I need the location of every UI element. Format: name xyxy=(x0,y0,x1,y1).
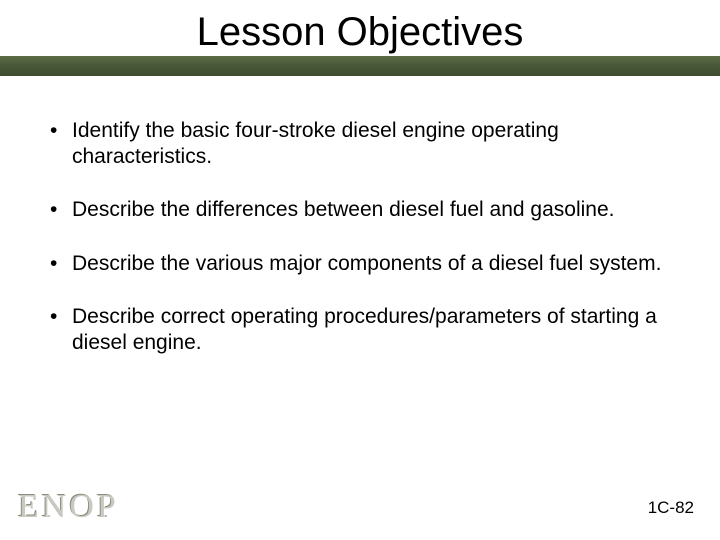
objective-text: Describe correct operating procedures/pa… xyxy=(72,305,657,354)
title-accent-bar xyxy=(0,56,720,76)
list-item: Identify the basic four-stroke diesel en… xyxy=(48,118,672,169)
footer-logo: ENOP xyxy=(18,488,119,526)
objective-text: Describe the differences between diesel … xyxy=(72,198,614,221)
slide-header: Lesson Objectives xyxy=(0,0,720,90)
objective-text: Describe the various major components of… xyxy=(72,252,661,275)
list-item: Describe the various major components of… xyxy=(48,251,672,277)
objectives-list: Identify the basic four-stroke diesel en… xyxy=(48,118,672,356)
list-item: Describe the differences between diesel … xyxy=(48,197,672,223)
objective-text: Identify the basic four-stroke diesel en… xyxy=(72,119,559,168)
slide-body: Identify the basic four-stroke diesel en… xyxy=(0,90,720,356)
slide-title: Lesson Objectives xyxy=(0,10,720,55)
list-item: Describe correct operating procedures/pa… xyxy=(48,304,672,355)
page-number: 1C-82 xyxy=(648,498,694,518)
